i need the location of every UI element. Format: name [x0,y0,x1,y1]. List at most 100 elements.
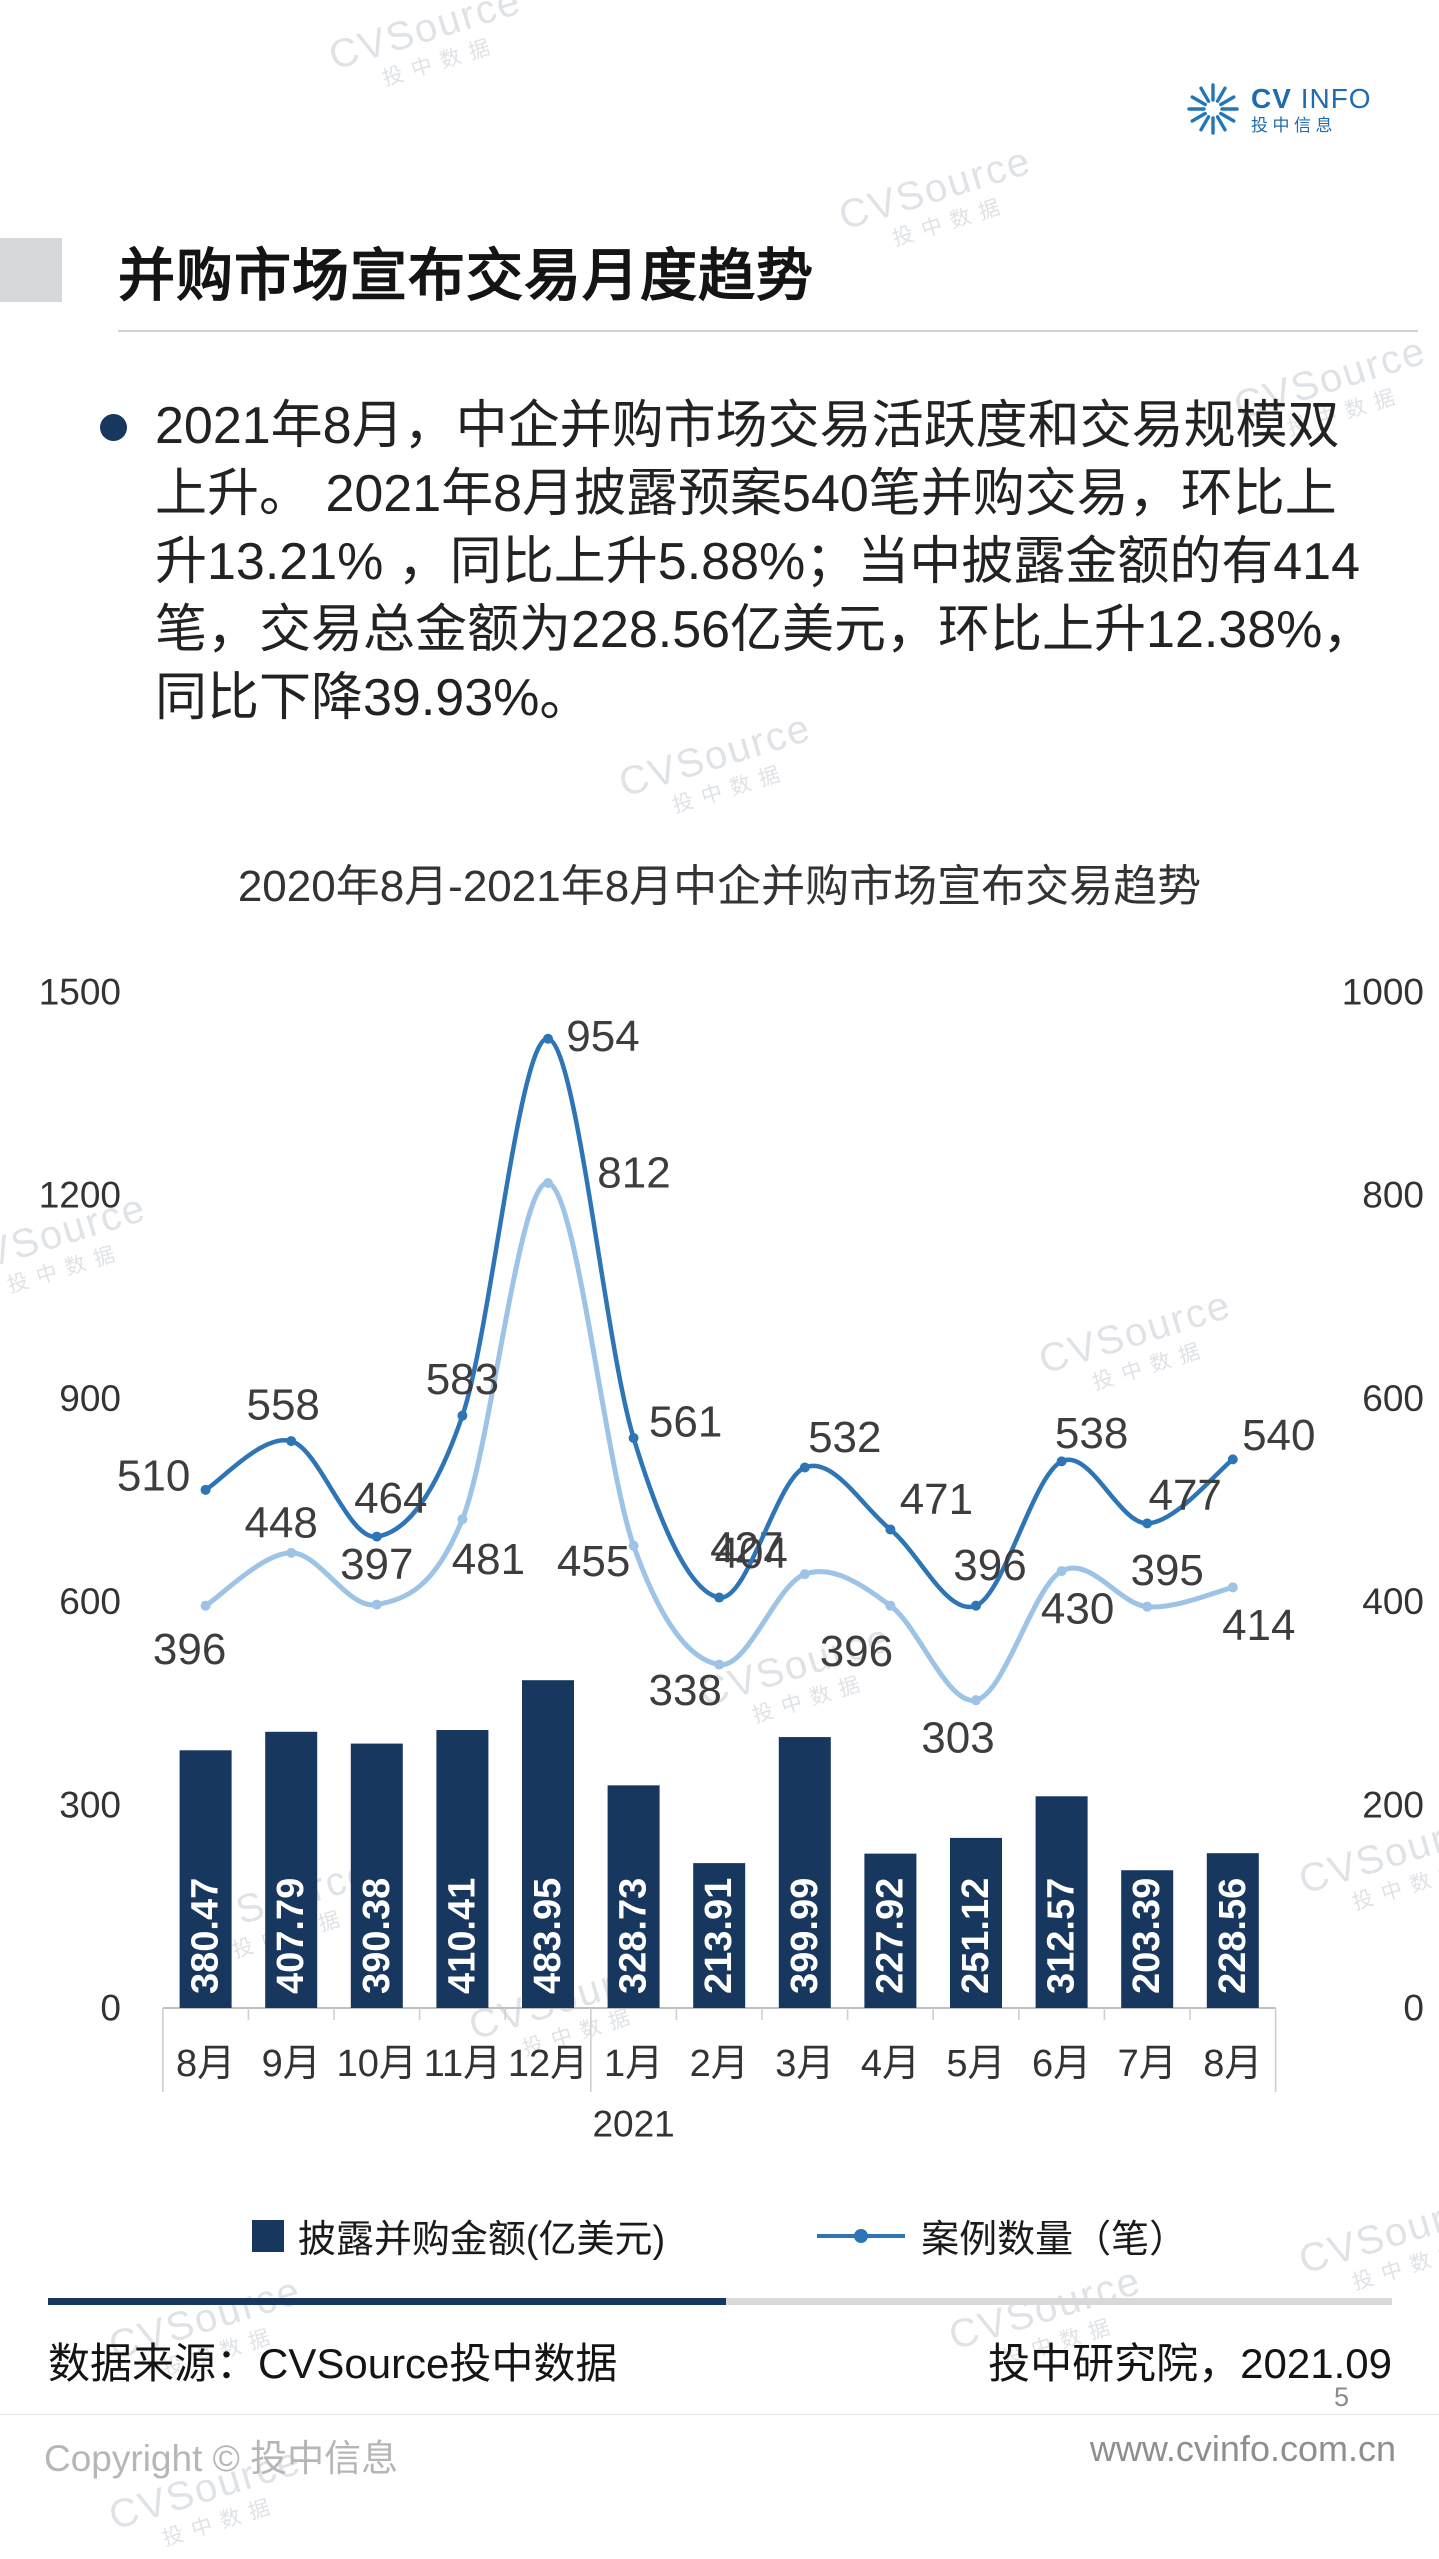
bar-value-label: 407.79 [270,1878,312,1994]
bar-value-label: 390.38 [356,1878,398,1994]
month-label: 3月 [775,2043,834,2085]
website-url: www.cvinfo.com.cn [1089,2428,1396,2469]
line-marker [1142,1601,1153,1612]
line-marker [543,1178,553,1189]
month-label: 9月 [262,2043,321,2085]
right-axis-label: 200 [1362,1784,1424,1825]
month-label: 8月 [176,2043,235,2085]
data-source: 数据来源：CVSource投中数据 [48,2340,618,2387]
amount-bar [778,1737,831,2008]
line-value-label: 558 [246,1381,319,1430]
month-label: 5月 [946,2043,1005,2085]
copyright-row: Copyright © 投中信息 www.cvinfo.com.cn [44,2428,1396,2482]
right-axis-label: 0 [1403,1988,1424,2029]
line-marker [885,1600,896,1611]
left-axis-label: 600 [59,1581,121,1622]
summary-text: 2021年8月，中企并购市场交易活跃度和交易规模双上升。 2021年8月披露预案… [155,397,1375,727]
line-marker [714,1592,725,1603]
footer-hairline [0,2414,1439,2415]
line-marker [885,1524,896,1535]
page-number: 5 [1334,2382,1350,2412]
legend-label: 案例数量（笔） [921,2219,1188,2261]
line-marker [799,1569,810,1580]
bar-legend-swatch [251,2219,284,2252]
month-label: 1月 [604,2043,663,2085]
title-underline [118,330,1418,332]
amount-bar [1206,1853,1259,2008]
cvinfo-logo: CV INFO 投中信息 [1186,82,1372,136]
line-value-label: 954 [566,1012,639,1061]
line-marker [371,1531,382,1542]
right-axis-label: 1000 [1342,972,1424,1013]
line-marker [457,1514,468,1525]
bar-value-label: 213.91 [698,1878,740,1994]
line-value-label: 395 [1130,1546,1203,1595]
line-marker [200,1600,211,1611]
line-value-label: 338 [648,1666,721,1715]
month-label: 11月 [424,2043,501,2085]
month-label: 6月 [1032,2043,1091,2085]
right-axis-label: 600 [1362,1378,1424,1419]
bar-value-label: 410.41 [441,1878,483,1994]
trend-chart: 0 300 600 900 1200 1500 0 200 400 600 800 1000 8月 9月 1… [39,972,1424,2145]
month-label: 10月 [337,2043,417,2085]
line-legend-glyph [817,2228,906,2243]
line-value-label: 414 [1222,1601,1295,1650]
left-axis-label: 1200 [39,1175,121,1216]
line-value-label: 583 [426,1355,499,1404]
line-value-label: 396 [153,1625,226,1674]
legend-item-cases: 案例数量（笔） [815,2208,1187,2263]
line-marker [286,1436,297,1447]
legend-label: 披露并购金额(亿美元) [297,2219,666,2261]
line-marker [1056,1566,1067,1577]
right-axis-label: 400 [1362,1581,1424,1622]
footer-divider [48,2298,1392,2305]
chart-title: 2020年8月-2021年8月中企并购市场宣布交易趋势 [237,862,1202,911]
amount-bar [265,1731,318,2008]
amount-bar [350,1743,403,2008]
line-marker [714,1659,725,1670]
line-value-label: 477 [1148,1471,1221,1520]
line-marker [628,1433,639,1444]
bar-value-label: 203.39 [1126,1878,1168,1994]
line-value-label: 561 [649,1398,722,1447]
line-marker [971,1695,981,1706]
line-marker [1056,1456,1067,1467]
line-value-label: 430 [1041,1585,1114,1634]
amount-bar [522,1680,574,2008]
line-value-label: 471 [900,1475,973,1524]
bar-value-label: 227.92 [869,1878,911,1994]
summary-block: 2021年8月，中企并购市场交易活跃度和交易规模双上升。 2021年8月披露预案… [100,392,1420,732]
line-value-label: 481 [452,1535,525,1584]
line-value-label: 532 [808,1413,881,1462]
bar-value-label: 312.57 [1041,1878,1083,1994]
left-axis-label: 900 [59,1378,121,1419]
line-value-label: 396 [953,1541,1026,1590]
month-label: 4月 [861,2043,920,2085]
line-value-label: 510 [117,1451,190,1500]
line-marker [971,1600,981,1611]
left-axis-label: 0 [100,1988,121,2029]
line-marker [543,1033,553,1044]
amount-bar [864,1853,917,2008]
year-label: 2021 [592,2104,674,2145]
month-label: 2月 [690,2043,749,2085]
left-axis-label: 1500 [39,972,121,1013]
month-label: 7月 [1118,2043,1177,2085]
line-marker [1227,1582,1238,1593]
line-marker [200,1484,211,1495]
line-value-label: 455 [557,1537,630,1586]
amount-bar [607,1785,660,2008]
bar-value-label: 228.56 [1212,1878,1254,1994]
amount-bar [179,1750,232,2008]
line-marker [1142,1518,1153,1529]
brand-name: CV INFO [1251,82,1372,114]
amount-bar [1035,1796,1088,2008]
line-marker [457,1410,468,1421]
disclosed-cases-line [203,1180,1236,1703]
left-axis-label: 300 [59,1784,121,1825]
line-marker [628,1540,639,1551]
line-value-label: 396 [820,1627,893,1676]
